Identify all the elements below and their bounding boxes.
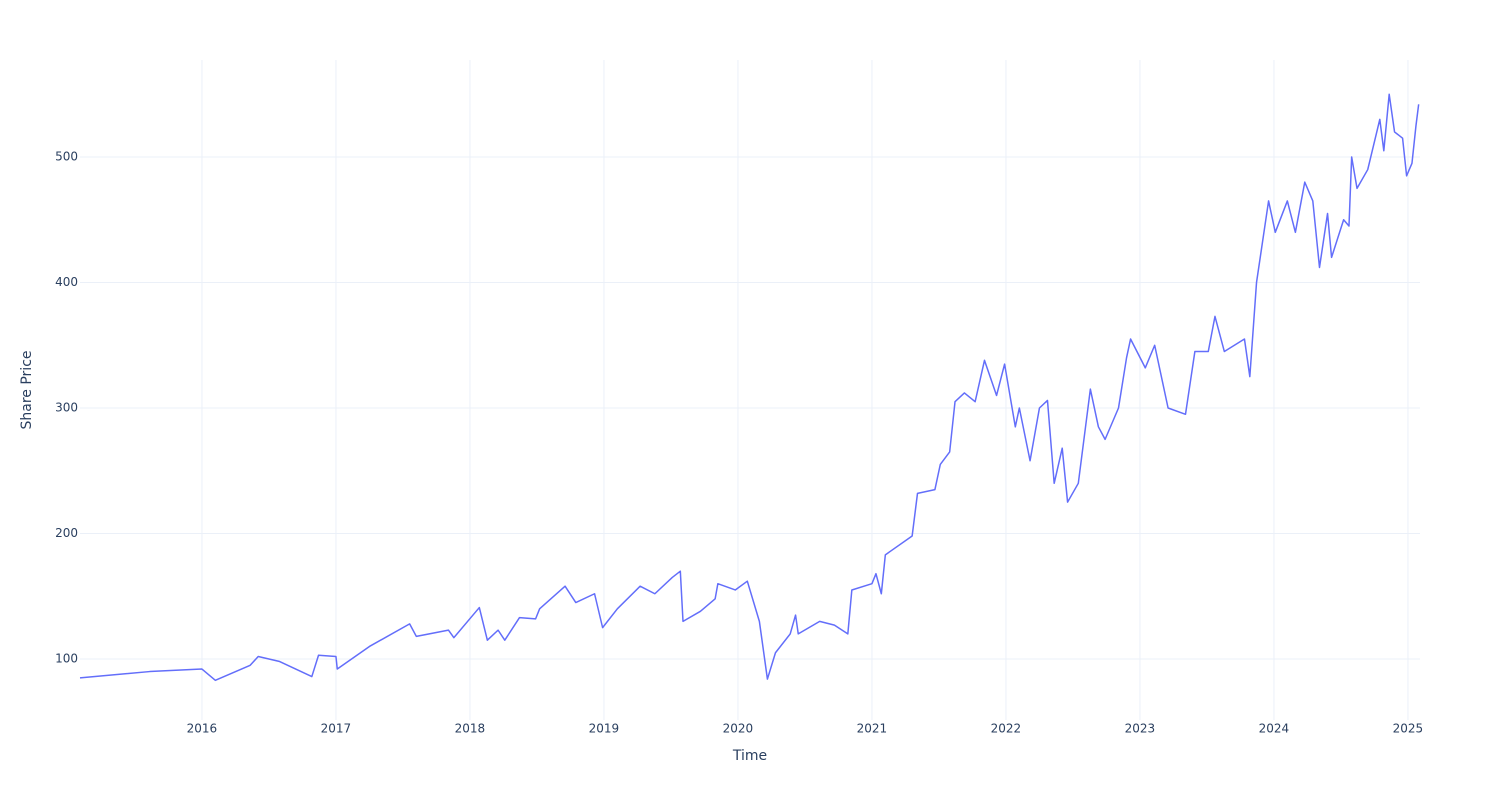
x-tick-label: 2025 <box>1393 722 1424 736</box>
x-tick-label: 2016 <box>187 722 218 736</box>
x-axis-title: Time <box>732 748 767 764</box>
y-tick-label: 200 <box>55 526 78 540</box>
y-tick-label: 100 <box>55 652 78 666</box>
y-tick-label: 500 <box>55 150 78 164</box>
price-line <box>79 93 1420 682</box>
x-tick-label: 2017 <box>321 722 352 736</box>
y-axis-title: Share Price <box>19 350 35 429</box>
x-tick-label: 2019 <box>589 722 620 736</box>
x-tick-label: 2018 <box>455 722 486 736</box>
x-tick-label: 2023 <box>1125 722 1156 736</box>
y-tick-label: 400 <box>55 275 78 289</box>
x-tick-label: 2022 <box>991 722 1022 736</box>
x-tick-label: 2020 <box>723 722 754 736</box>
x-tick-label: 2021 <box>857 722 888 736</box>
x-tick-label: 2024 <box>1259 722 1290 736</box>
y-tick-label: 300 <box>55 401 78 415</box>
